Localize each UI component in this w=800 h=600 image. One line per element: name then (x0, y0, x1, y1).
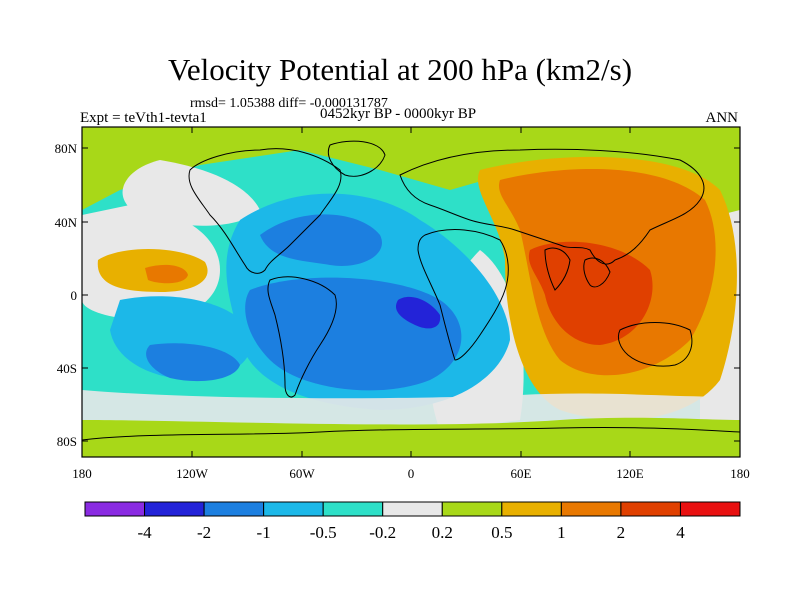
lon-label-0: 0 (408, 466, 415, 481)
lon-label-60e: 60E (511, 466, 532, 481)
lat-label-80n: 80N (55, 141, 78, 156)
colorbar-label: 2 (617, 523, 626, 542)
lon-label-180w: 180 (72, 466, 92, 481)
colorbar-label: -1 (257, 523, 271, 542)
lat-label-40s: 40S (57, 361, 77, 376)
colorbar-label: 1 (557, 523, 566, 542)
lat-tick-labels: 80N 40N 0 40S 80S (55, 141, 78, 449)
colorbar-swatch (501, 501, 562, 517)
colorbar-swatch (84, 501, 146, 517)
colorbar-swatch (679, 501, 741, 517)
experiment-label: Expt = teVth1-tevta1 (80, 110, 207, 126)
colorbar-swatch (322, 501, 384, 517)
colorbar-label: -0.2 (369, 523, 396, 542)
lat-label-40n: 40N (55, 215, 78, 230)
plot-title: Velocity Potential at 200 hPa (km2/s) (167, 52, 633, 87)
colorbar-swatch (203, 501, 265, 517)
colorbar-swatch (144, 501, 205, 517)
colorbar: -4 -2 -1 -0.5 -0.2 0.2 0.5 1 2 4 (84, 501, 741, 542)
lat-label-0: 0 (71, 288, 78, 303)
lat-label-80s: 80S (57, 434, 77, 449)
lon-ticks (81, 127, 741, 457)
lon-label-120w: 120W (176, 466, 209, 481)
colorbar-swatch (441, 501, 503, 517)
contour-field (82, 127, 740, 457)
lon-label-120e: 120E (616, 466, 644, 481)
colorbar-swatch (382, 501, 443, 517)
stats-text: rmsd= 1.05388 diff= -0.000131787 (190, 96, 388, 111)
period-label: 0452kyr BP - 0000kyr BP (320, 106, 477, 122)
colorbar-swatch (560, 501, 622, 517)
colorbar-swatch (263, 501, 324, 517)
colorbar-label: 0.2 (432, 523, 453, 542)
colorbar-swatch (620, 501, 681, 517)
lon-label-60w: 60W (289, 466, 315, 481)
colorbar-label: 0.5 (491, 523, 512, 542)
coastlines (82, 140, 740, 441)
colorbar-label: -4 (137, 523, 152, 542)
colorbar-label: -2 (197, 523, 211, 542)
season-label: ANN (705, 110, 739, 126)
lat-ticks (82, 147, 740, 442)
lon-label-180e: 180 (730, 466, 750, 481)
colorbar-label: -0.5 (310, 523, 337, 542)
lon-tick-labels: 180 120W 60W 0 60E 120E 180 (72, 466, 750, 481)
colorbar-label: 4 (676, 523, 685, 542)
